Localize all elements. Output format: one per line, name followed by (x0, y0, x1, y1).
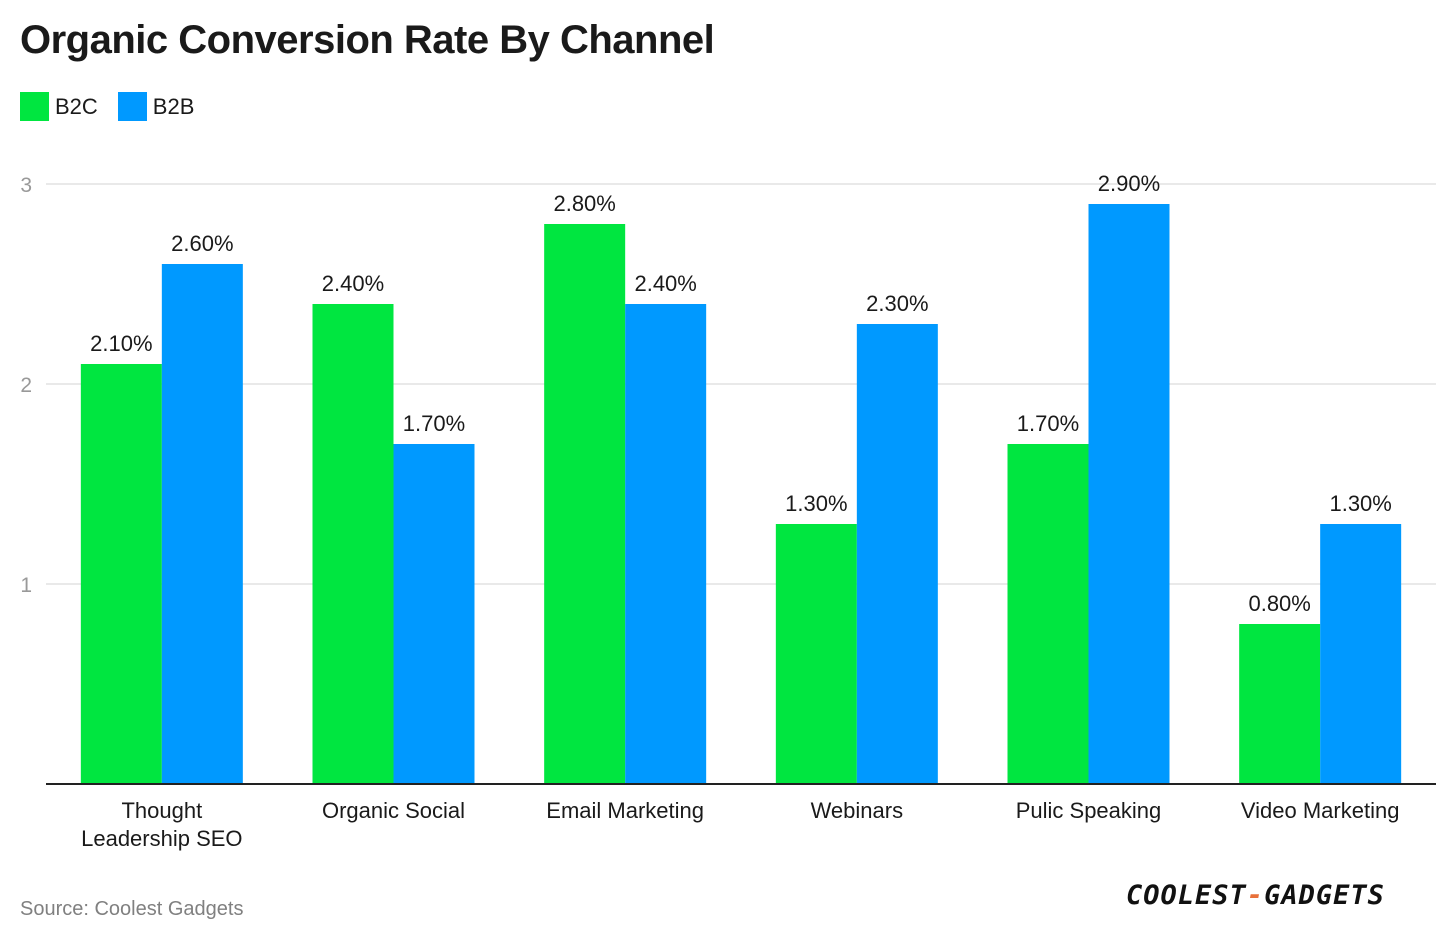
bar-b2b (1088, 204, 1170, 784)
source-note: Source: Coolest Gadgets (20, 898, 244, 920)
bar-b2b (161, 264, 243, 784)
legend-item-b2b: B2B (117, 92, 195, 121)
data-label: 0.80% (1248, 591, 1310, 616)
data-label: 2.90% (1098, 171, 1160, 196)
legend-swatch-b2c (20, 92, 49, 121)
bar-b2b (1320, 524, 1402, 784)
logo-text-right: GADGETS (1264, 880, 1385, 911)
y-tick-label: 1 (20, 574, 32, 597)
bar-b2b (625, 304, 707, 784)
x-tick-label: Video Marketing (1241, 798, 1400, 823)
bar-b2c (1239, 624, 1321, 784)
bar-b2c (1007, 444, 1089, 784)
bar-b2b (393, 444, 475, 784)
bar-b2b (856, 324, 938, 784)
data-label: 2.80% (553, 191, 615, 216)
bar-b2c (775, 524, 857, 784)
logo-text-left: COOLEST (1126, 880, 1247, 911)
legend-label-b2c: B2C (55, 93, 98, 119)
legend-label-b2b: B2B (152, 93, 195, 119)
y-tick-label: 3 (20, 174, 32, 197)
data-label: 1.30% (785, 491, 847, 516)
y-tick-label: 2 (20, 374, 32, 397)
data-label: 2.40% (634, 271, 696, 296)
chart-title: Organic Conversion Rate By Channel (20, 18, 715, 62)
legend-swatch-b2b (117, 92, 147, 121)
bar-b2c (544, 224, 626, 784)
legend-item-b2c: B2C (20, 92, 98, 121)
x-tick-label: Thought (121, 798, 202, 823)
data-label: 2.10% (90, 331, 152, 356)
x-tick-label: Organic Social (322, 798, 465, 823)
brand-logo: COOLEST-GADGETS (1126, 880, 1385, 911)
data-label: 2.40% (322, 271, 384, 296)
x-tick-label: Leadership SEO (81, 826, 242, 851)
legend: B2C B2B (20, 92, 194, 121)
data-label: 1.30% (1329, 491, 1391, 516)
x-tick-label: Webinars (811, 798, 904, 823)
bar-b2c (80, 364, 162, 784)
x-tick-label: Pulic Speaking (1016, 798, 1162, 823)
bar-b2c (312, 304, 394, 784)
logo-separator: - (1246, 880, 1265, 911)
data-label: 1.70% (403, 411, 465, 436)
data-label: 2.60% (171, 231, 233, 256)
data-label: 2.30% (866, 291, 928, 316)
data-label: 1.70% (1017, 411, 1079, 436)
x-tick-label: Email Marketing (546, 798, 704, 823)
